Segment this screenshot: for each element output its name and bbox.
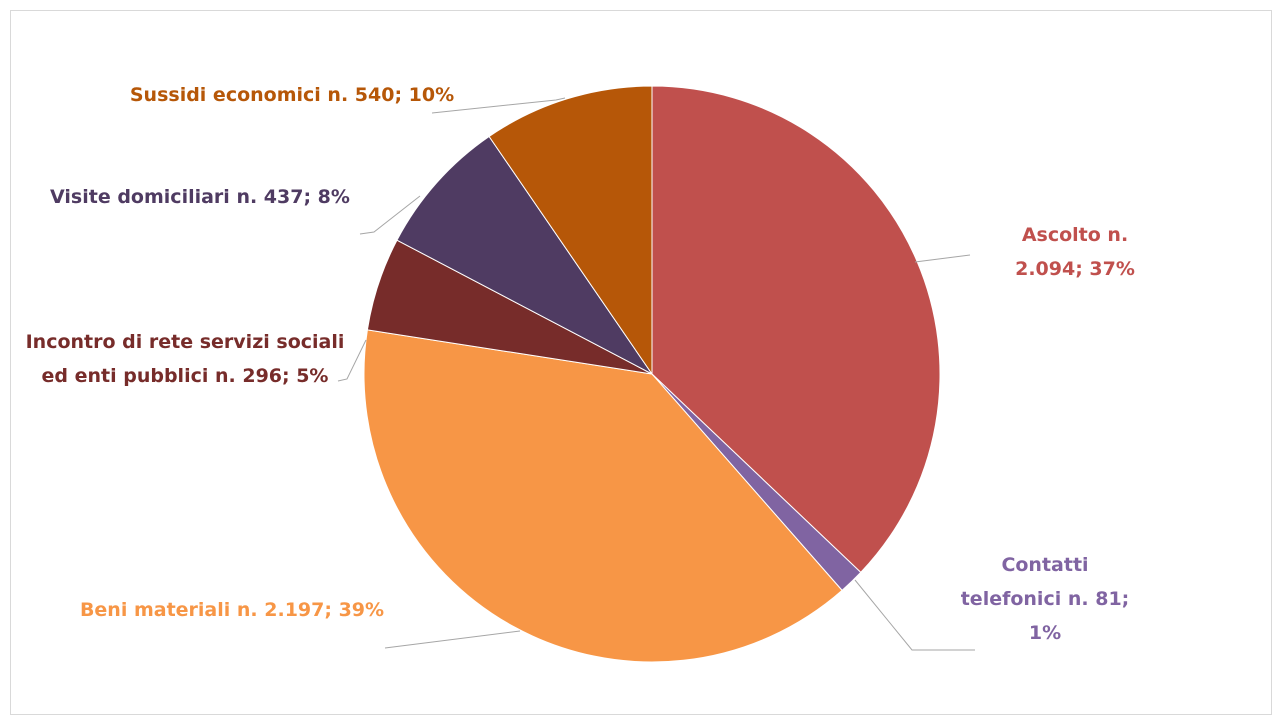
pie-slice xyxy=(396,135,653,375)
category-label: Beni materiali xyxy=(79,599,231,621)
category-label: Sussidi economici xyxy=(129,84,321,106)
data-label: Visite domiciliari n. 437; 8% xyxy=(30,180,370,214)
pie-slice xyxy=(488,85,653,376)
value-label: n. 296; 5% xyxy=(214,365,329,387)
data-label: Incontro di rete servizi sociali ed enti… xyxy=(25,325,345,393)
leader-line xyxy=(854,579,975,651)
leader-line xyxy=(431,97,566,114)
data-label: Contatti telefonici n. 81; 1% xyxy=(955,548,1135,650)
category-label: Visite domiciliari xyxy=(50,186,230,208)
leader-line xyxy=(337,339,367,382)
leader-line xyxy=(384,630,521,649)
data-label: Sussidi economici n. 540; 10% xyxy=(112,78,472,112)
value-label: n. 540; 10% xyxy=(327,84,455,106)
leader-line xyxy=(359,195,421,235)
value-label: n. 81; 1% xyxy=(1028,588,1130,644)
category-label: Contatti telefonici xyxy=(960,554,1089,610)
data-label: Ascolto n. 2.094; 37% xyxy=(995,218,1155,286)
leader-line xyxy=(914,254,971,263)
category-label: Incontro di rete servizi sociali ed enti… xyxy=(25,331,345,387)
data-label: Beni materiali n. 2.197; 39% xyxy=(62,593,402,627)
value-label: n. 2.197; 39% xyxy=(236,599,385,621)
chart-frame xyxy=(10,10,1272,715)
pie-slice xyxy=(651,85,941,574)
value-label: n. 437; 8% xyxy=(236,186,350,208)
category-label: Ascolto xyxy=(1021,224,1101,246)
pie-slice xyxy=(363,329,843,663)
value-label: n. 2.094; 37% xyxy=(1015,224,1135,280)
